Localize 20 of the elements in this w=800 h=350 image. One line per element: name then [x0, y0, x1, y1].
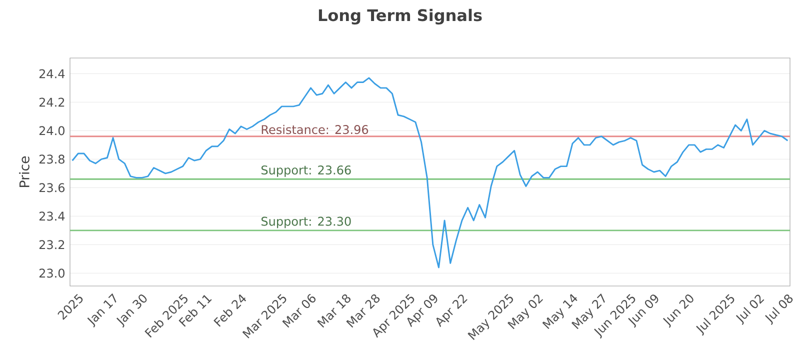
x-tick-label: Jan 17 [87, 293, 116, 328]
ref-line-label: Support: 23.30 [261, 216, 351, 228]
chart-title: Long Term Signals [318, 8, 482, 24]
y-tick-label: 24.2 [39, 98, 64, 107]
y-tick-label: 23.4 [39, 212, 65, 221]
y-tick-label: 24.0 [39, 126, 64, 136]
x-tick-label: Jun 20 [663, 294, 694, 328]
y-tick-label: 23.0 [39, 268, 64, 278]
x-tick-label: Jul 08 [765, 294, 793, 325]
y-axis-title: Price [19, 156, 30, 187]
y-tick-label: 23.8 [39, 154, 64, 164]
ref-line-label: Support: 23.66 [261, 165, 351, 177]
x-tick-label: Jul 02 [736, 294, 764, 325]
y-tick-label: 23.2 [39, 240, 64, 250]
x-tick-label: Apr 22 [436, 294, 468, 328]
y-tick-label: 24.4 [39, 69, 65, 78]
y-tick-label: 23.6 [39, 183, 65, 192]
x-tick-label: Feb 24 [214, 294, 246, 327]
ref-line-label: Resistance: 23.96 [262, 124, 368, 134]
x-tick-label: Jan 30 [116, 294, 147, 328]
